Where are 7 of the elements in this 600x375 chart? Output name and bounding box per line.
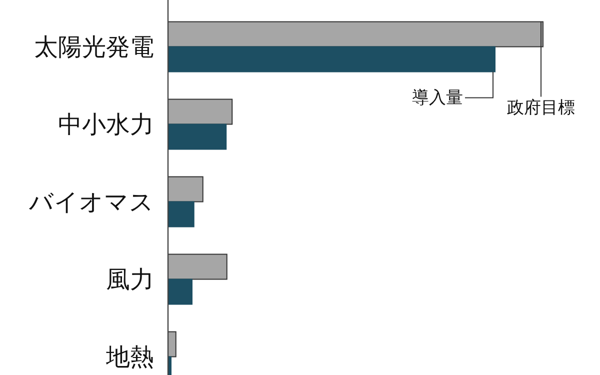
y-tick-label: 太陽光発電 <box>34 32 154 61</box>
y-tick-label: 中小水力 <box>58 110 154 138</box>
y-tick-label: バイオマス <box>28 188 154 216</box>
y-tick-label: 風力 <box>106 265 154 294</box>
y-tick-label: 地熱 <box>105 342 154 371</box>
series-label: 導入量 <box>412 88 463 108</box>
text: 政府目標 <box>507 98 575 118</box>
